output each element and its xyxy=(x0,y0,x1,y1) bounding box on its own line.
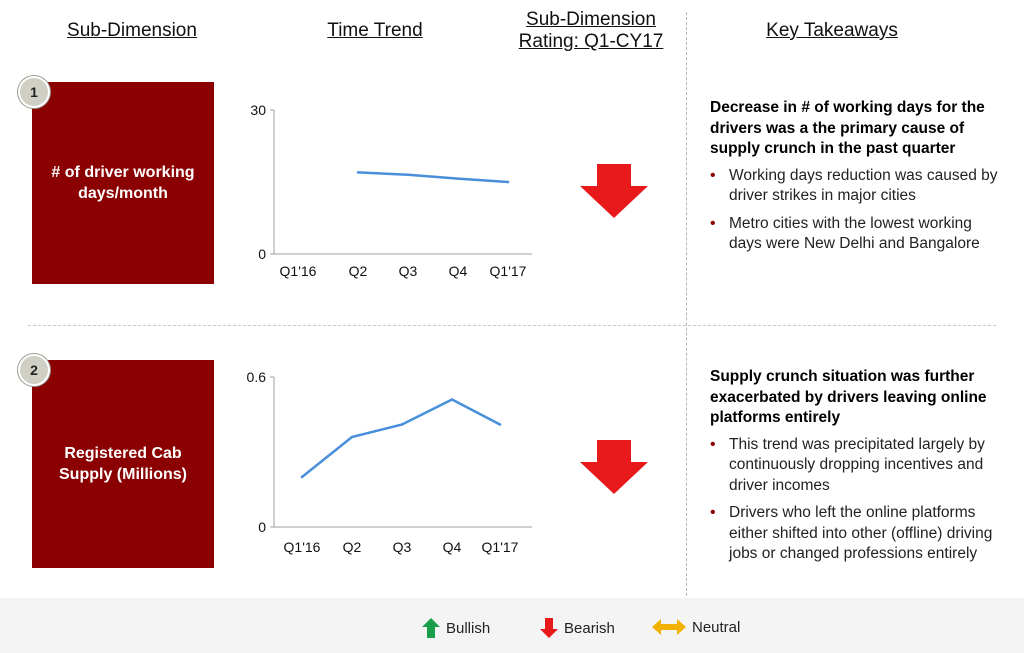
list-item: Metro cities with the lowest working day… xyxy=(710,214,1000,255)
y-tick-label: 0 xyxy=(258,246,266,262)
bearish-arrow-icon xyxy=(580,164,648,218)
x-tick-label: Q1'16 xyxy=(284,539,321,555)
y-tick-label: 0 xyxy=(258,519,266,535)
x-tick-label: Q3 xyxy=(399,263,418,279)
data-point xyxy=(498,423,502,426)
takeaway-1: Decrease in # of working days for the dr… xyxy=(710,98,1000,262)
x-tick-label: Q4 xyxy=(443,539,462,555)
takeaway-heading-1: Decrease in # of working days for the dr… xyxy=(710,99,985,157)
x-tick-label: Q2 xyxy=(349,263,368,279)
dimension-label-1: # of driver working days/month xyxy=(51,164,195,202)
header-rating-line2: Rating: Q1-CY17 xyxy=(518,31,664,52)
x-tick-label: Q3 xyxy=(393,539,412,555)
legend-neutral: Neutral xyxy=(652,618,740,636)
legend-bullish-label: Bullish xyxy=(446,619,491,637)
x-tick-label: Q2 xyxy=(343,539,362,555)
data-point xyxy=(400,423,404,426)
rating-arrow-2 xyxy=(580,440,648,499)
dimension-box-1: # of driver working days/month xyxy=(32,82,214,284)
bearish-arrow-icon xyxy=(540,618,558,638)
legend-neutral-label: Neutral xyxy=(692,618,741,636)
trend-chart-2: 0 0.6 Q1'16 Q2 Q3 Q4 Q1'17 xyxy=(232,362,552,567)
data-point xyxy=(456,177,460,180)
list-item: Working days reduction was caused by dri… xyxy=(710,166,1000,207)
takeaway-bullets-1: Working days reduction was caused by dri… xyxy=(710,166,1000,255)
list-item: This trend was precipitated largely by c… xyxy=(710,435,1000,497)
takeaway-bullets-2: This trend was precipitated largely by c… xyxy=(710,435,1000,565)
row-number-badge-2: 2 xyxy=(18,354,50,386)
legend-bullish: Bullish xyxy=(422,618,490,638)
header-key-takeaways: Key Takeaways xyxy=(766,20,898,41)
neutral-arrow-icon xyxy=(652,619,686,635)
series-line xyxy=(356,171,510,184)
takeaway-heading-2: Supply crunch situation was further exac… xyxy=(710,368,987,426)
row-number-badge-1: 1 xyxy=(18,76,50,108)
takeaway-2: Supply crunch situation was further exac… xyxy=(710,367,1000,572)
data-point xyxy=(406,173,410,176)
trend-chart-1-svg: 0 30 Q1'16 Q2 Q3 Q4 Q1'17 xyxy=(250,102,532,279)
y-tick-label: 0.6 xyxy=(247,369,267,385)
header-sub-dimension: Sub-Dimension xyxy=(67,20,197,41)
x-tick-label: Q1'16 xyxy=(280,263,317,279)
bearish-arrow-icon xyxy=(580,440,648,494)
data-point xyxy=(450,398,454,401)
rating-arrow-1 xyxy=(580,164,648,223)
data-point xyxy=(506,180,510,184)
data-point xyxy=(350,435,354,439)
trend-chart-2-svg: 0 0.6 Q1'16 Q2 Q3 Q4 Q1'17 xyxy=(247,369,532,555)
data-point xyxy=(356,171,360,174)
legend: Bullish Bearish Neutral xyxy=(0,598,1024,653)
x-tick-label: Q1'17 xyxy=(490,263,527,279)
row-divider xyxy=(28,325,996,326)
bullish-arrow-icon xyxy=(422,618,440,638)
dimension-box-2: Registered Cab Supply (Millions) xyxy=(32,360,214,568)
header-rating: Sub-Dimension Rating: Q1-CY17 xyxy=(500,9,682,53)
trend-chart-1: 0 30 Q1'16 Q2 Q3 Q4 Q1'17 xyxy=(232,98,552,293)
x-tick-label: Q1'17 xyxy=(482,539,519,555)
series-line xyxy=(300,398,502,479)
y-tick-label: 30 xyxy=(250,102,266,118)
header-rating-line1: Sub-Dimension xyxy=(526,9,656,30)
data-point xyxy=(300,475,304,479)
list-item: Drivers who left the online platforms ei… xyxy=(710,503,1000,565)
header-time-trend: Time Trend xyxy=(327,20,423,41)
dimension-label-2: Registered Cab Supply (Millions) xyxy=(59,445,187,483)
legend-bearish-label: Bearish xyxy=(564,619,615,637)
legend-bearish: Bearish xyxy=(540,618,615,638)
vertical-divider xyxy=(686,12,687,596)
x-tick-label: Q4 xyxy=(449,263,468,279)
